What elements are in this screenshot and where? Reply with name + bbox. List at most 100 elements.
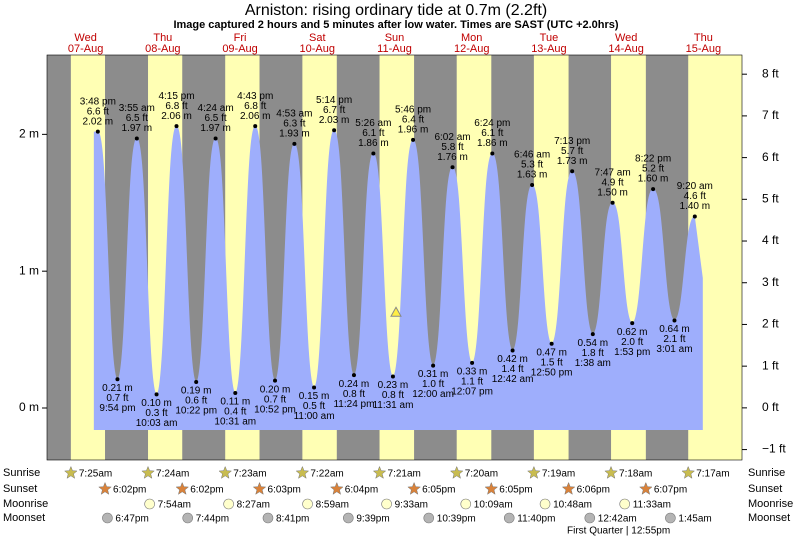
- tide-event-label: 1:53 pm: [614, 347, 650, 358]
- tide-event-label: 5:14 pm: [316, 95, 352, 106]
- sun-icon: [639, 481, 653, 495]
- moon-icon: [262, 512, 274, 524]
- day-date: 10-Aug: [300, 43, 335, 55]
- tide-event-label: 3:48 pm: [80, 96, 116, 107]
- moon-phase: First Quarter | 12:55pm: [567, 526, 670, 537]
- tide-event-label: 1.76 m: [437, 152, 468, 163]
- tide-event-label: 6.5 ft: [126, 113, 148, 124]
- tide-event-label: 1.73 m: [557, 156, 588, 167]
- row-time: 7:17am: [696, 469, 729, 480]
- sun-icon: [64, 465, 78, 479]
- tide-event-label: 2.0 ft: [621, 337, 643, 348]
- tide-event-label: 12:00 am: [412, 389, 454, 400]
- tide-event-label: 0.8 ft: [343, 389, 365, 400]
- row-time: 11:33am: [633, 500, 671, 511]
- day-date: 14-Aug: [608, 43, 643, 55]
- sun-icon: [407, 481, 421, 495]
- tide-event-label: 0.4 ft: [224, 407, 246, 418]
- row-time: 6:03pm: [268, 485, 301, 496]
- tide-event-label: 4:24 am: [198, 103, 234, 114]
- tide-event-label: 10:03 am: [136, 418, 178, 429]
- tide-event-dot: [672, 318, 677, 323]
- tide-event-label: 5.8 ft: [441, 142, 463, 153]
- tide-event-label: 0.33 m: [457, 366, 488, 377]
- row-label: Moonrise: [748, 498, 793, 510]
- row-time: 1:45am: [678, 514, 711, 525]
- row-time: 7:23am: [233, 469, 266, 480]
- day-date: 13-Aug: [531, 43, 566, 55]
- tide-event-dot: [95, 129, 100, 134]
- tide-event-label: 2.03 m: [319, 115, 350, 126]
- tide-event-label: 6.8 ft: [165, 101, 187, 112]
- y2-tick-label: 6 ft: [762, 150, 779, 164]
- tide-event-label: 1.63 m: [517, 170, 548, 181]
- tide-event-label: 0.10 m: [141, 398, 172, 409]
- row-time: 7:21am: [388, 469, 421, 480]
- tide-event-label: 0.54 m: [578, 338, 609, 349]
- tide-event-label: 1.5 ft: [541, 357, 563, 368]
- row-time: 7:25am: [79, 469, 112, 480]
- tide-event-label: 10:52 pm: [254, 404, 296, 415]
- tide-event-label: 12:42 am: [492, 374, 534, 385]
- row-time: 6:04pm: [345, 485, 378, 496]
- tide-event-label: 0.21 m: [102, 383, 133, 394]
- tide-event-label: 1.50 m: [597, 187, 628, 198]
- tide-event-label: 11:24 pm: [333, 399, 374, 410]
- tide-event-dot: [692, 214, 697, 219]
- sun-icon: [218, 465, 233, 479]
- row-time: 7:19am: [542, 469, 575, 480]
- tide-event-dot: [450, 165, 455, 170]
- moon-icon: [223, 498, 234, 510]
- day-name: Fri: [234, 32, 247, 44]
- tide-event-label: 2.06 m: [240, 111, 271, 122]
- moon-icon: [584, 512, 596, 524]
- tide-event-label: 6:24 pm: [474, 118, 510, 129]
- row-time: 6:06pm: [577, 485, 610, 496]
- tide-event-label: 6.1 ft: [481, 128, 503, 139]
- tide-event-dot: [134, 136, 139, 141]
- sun-icon: [329, 481, 344, 495]
- tide-event-label: 0.19 m: [181, 386, 212, 397]
- tide-event-dot: [273, 378, 278, 383]
- tide-area-fill: [93, 126, 703, 430]
- day-name: Sun: [385, 32, 405, 44]
- sun-icon: [372, 465, 387, 479]
- tide-event-dot: [431, 363, 436, 368]
- tide-event-label: 6:46 am: [514, 150, 550, 161]
- y-tick-label: 2 m: [19, 127, 39, 141]
- row-time: 8:59am: [316, 500, 349, 511]
- sun-icon: [681, 465, 696, 479]
- sun-icon: [449, 465, 464, 479]
- tide-event-dot: [174, 124, 179, 129]
- tide-event-dot: [549, 341, 554, 346]
- row-time: 8:27am: [237, 500, 270, 511]
- tide-event-label: 1.93 m: [279, 129, 310, 140]
- tide-event-label: 1.97 m: [200, 123, 231, 134]
- sun-icon: [484, 481, 499, 495]
- tide-event-label: 2.1 ft: [663, 334, 685, 345]
- row-label: Moonset: [748, 512, 790, 524]
- tide-event-dot: [651, 187, 656, 192]
- chart-title: Arniston: rising ordinary tide at 0.7m (…: [245, 2, 547, 19]
- moon-icon: [182, 512, 194, 524]
- moon-icon: [381, 498, 392, 510]
- tide-event-label: 0.15 m: [299, 391, 330, 402]
- tide-event-label: 0.62 m: [617, 327, 648, 338]
- tide-event-label: 9:54 pm: [99, 403, 135, 414]
- sun-icon: [295, 465, 310, 479]
- moon-icon: [503, 512, 515, 524]
- sun-icon: [561, 481, 576, 495]
- row-time: 6:47pm: [115, 514, 148, 525]
- moon-icon: [460, 498, 472, 510]
- tide-event-label: 5.7 ft: [561, 146, 583, 157]
- tide-event-label: 5:46 pm: [395, 104, 431, 115]
- day-name: Thu: [153, 32, 172, 44]
- current-level-marker: [390, 306, 402, 317]
- tide-event-label: 3:01 am: [656, 344, 692, 355]
- tide-event-dot: [610, 200, 615, 205]
- y2-tick-label: 1 ft: [762, 358, 779, 372]
- day-date: 07-Aug: [68, 43, 103, 55]
- tide-event-dot: [253, 124, 258, 129]
- row-time: 8:41pm: [276, 514, 309, 525]
- day-name: Tue: [540, 32, 559, 44]
